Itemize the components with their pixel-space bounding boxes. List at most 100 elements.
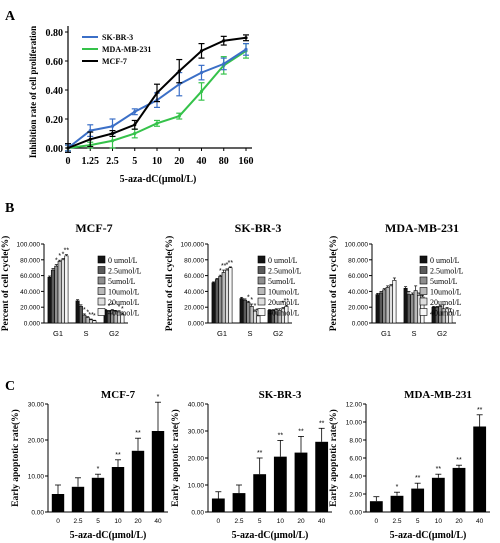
b-category-label: G1 [381, 329, 391, 338]
b-y-axis-label: Percent of cell cycle(%) [164, 236, 175, 332]
c-category-label: 40 [476, 518, 484, 525]
c-x-axis-label: 5-aza-dC(μmol/L) [390, 530, 467, 541]
b-legend-swatch [419, 287, 428, 295]
c-bar [131, 450, 145, 512]
c-category-label: 10 [114, 518, 122, 525]
c-bar [151, 431, 165, 512]
a-data-point [133, 110, 137, 114]
chart-b-mcf7: MCF-7 0.000 20.000 40.000 60.000 80.000 100.00… [0, 221, 142, 338]
b-title: SK-BR-3 [235, 221, 282, 235]
c-category-label: 40 [318, 518, 326, 525]
c-significance-mark: ** [278, 432, 284, 439]
a-ytick-label: 0.80 [46, 28, 64, 39]
b-legend-label: 5umol/L [108, 277, 136, 286]
c-category-label: 0 [375, 518, 379, 525]
a-data-point [133, 131, 137, 136]
b-significance-mark: * [121, 306, 124, 313]
b-significance-mark: * [282, 301, 285, 308]
a-data-point [222, 62, 226, 66]
a-ytick-label: 0.20 [46, 115, 64, 126]
b-ytick-label: 0.000 [188, 321, 205, 328]
b-ytick-label: 60.000 [184, 273, 204, 280]
b-significance-mark: * [86, 310, 89, 317]
b-ytick-label: 60.000 [20, 273, 40, 280]
b-significance-mark: * [62, 252, 65, 259]
b-legend-swatch [419, 266, 428, 274]
b-legend-label: 20umol/L [430, 298, 462, 307]
a-ytick-label: 0.60 [46, 57, 64, 68]
c-significance-mark: ** [477, 407, 483, 414]
c-bar [71, 486, 85, 512]
c-bar [390, 495, 404, 512]
c-category-label: 0 [56, 518, 60, 525]
c-bar [273, 456, 287, 512]
a-xtick-label: 40 [197, 156, 207, 167]
c-significance-mark: * [396, 484, 399, 491]
b-legend-swatch [97, 276, 106, 285]
c-significance-mark: * [157, 394, 160, 401]
c-y-axis-label: Early apoptotic rate(%) [10, 409, 21, 507]
a-data-point [199, 71, 204, 75]
b-bar [389, 285, 394, 324]
c-title: MDA-MB-231 [404, 389, 472, 401]
c-ytick-label: 40.00 [188, 402, 205, 409]
b-bar [375, 294, 380, 324]
a-xtick-label: 160 [239, 156, 254, 167]
b-category-label: G1 [217, 329, 227, 338]
b-ytick-label: 100.000 [17, 242, 41, 249]
c-significance-mark: ** [115, 452, 121, 459]
b-bar [47, 276, 52, 324]
b-bar [89, 319, 94, 324]
a-xtick-label: 20 [174, 156, 184, 167]
b-bar [385, 287, 390, 324]
c-category-label: 10 [435, 518, 443, 525]
c-bar [91, 477, 105, 512]
a-data-point [244, 47, 248, 52]
b-bar [406, 294, 411, 324]
c-bar [369, 501, 383, 512]
panel-label-b: B [5, 201, 14, 216]
c-ytick-label: 20.00 [28, 438, 45, 445]
b-legend-swatch [419, 308, 428, 316]
b-category-label: S [411, 329, 416, 338]
b-bar [239, 298, 244, 324]
b-ytick-label: 20.000 [20, 305, 40, 312]
b-y-axis-label: Percent of cell cycle(%) [328, 236, 339, 332]
b-bar [413, 290, 418, 324]
a-data-point [177, 82, 181, 86]
b-significance-mark: * [226, 262, 229, 269]
c-category-label: 40 [154, 518, 162, 525]
b-legend-swatch [257, 308, 266, 316]
a-x-axis-label: 5-aza-dC(μmol/L) [120, 174, 197, 185]
b-legend-label: 0 umol/L [430, 256, 460, 265]
a-xtick-label: 80 [219, 156, 229, 167]
c-significance-mark: ** [415, 475, 421, 482]
c-significance-mark: ** [298, 428, 304, 435]
c-category-label: 0 [217, 518, 221, 525]
b-legend-swatch [419, 276, 428, 285]
b-ytick-label: 0.000 [352, 321, 369, 328]
b-bar [64, 255, 69, 324]
c-bar [411, 488, 425, 512]
b-legend-swatch [257, 287, 266, 295]
b-significance-mark: ** [284, 298, 290, 305]
a-xtick-label: 2.5 [106, 156, 119, 167]
a-xtick-label: 5 [132, 156, 137, 167]
c-ytick-label: 30.00 [188, 429, 205, 436]
a-data-point [88, 137, 92, 141]
a-data-point [177, 69, 181, 73]
b-ytick-label: 60.000 [348, 273, 368, 280]
b-title: MCF-7 [75, 221, 112, 235]
b-legend-label: 2.5umol/L [108, 267, 142, 276]
b-ytick-label: 20.000 [348, 305, 368, 312]
b-bar [242, 299, 247, 324]
c-bar [315, 441, 329, 512]
a-legend-label: MDA-MB-231 [102, 45, 151, 54]
chart-c-mdamb231: MDA-MB-231 0.00 2.00 4.00 6.00 8.00 10.00 12.00… [328, 389, 490, 541]
a-ytick-label: 0.40 [46, 86, 64, 97]
b-legend-label: 10umol/L [430, 288, 462, 297]
b-significance-mark: * [58, 253, 61, 260]
panel-label-c: C [5, 379, 15, 394]
c-category-label: 5 [96, 518, 100, 525]
b-legend-swatch [257, 297, 266, 306]
